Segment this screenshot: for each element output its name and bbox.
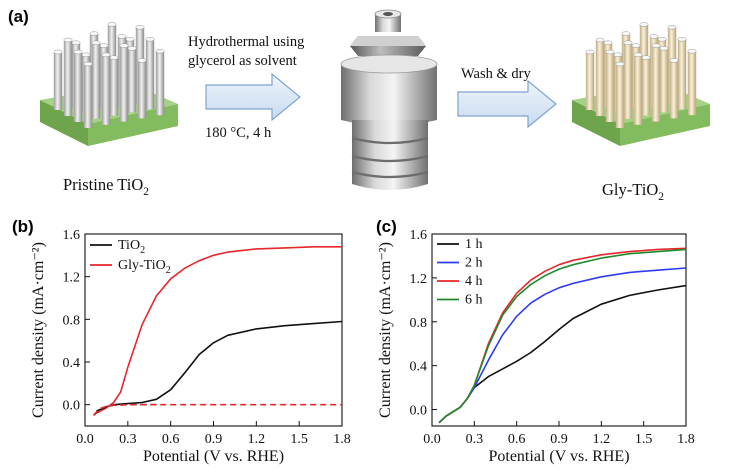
synthesis-schematic: (a) Hydrothermal using glycerol as solve… — [8, 7, 710, 203]
gly-tio2-nanorod-array — [572, 22, 710, 146]
x-tick-label: 1.5 — [290, 432, 308, 447]
x-tick-label: 0.6 — [508, 432, 526, 447]
nanorod — [63, 37, 73, 116]
nanorod — [633, 52, 643, 125]
series-line — [96, 246, 342, 414]
nanorod — [677, 36, 687, 110]
nanorod — [605, 49, 615, 122]
legend-entry: 4 h — [465, 274, 483, 289]
nanorod — [155, 48, 165, 116]
panel-c-label: (c) — [376, 217, 397, 236]
nanorod — [83, 61, 93, 128]
x-tick-label: 0.9 — [550, 432, 568, 447]
nanorod — [669, 58, 679, 119]
process-arrow-1 — [205, 72, 301, 122]
y-axis-label: Current density (mA·cm⁻²) — [30, 242, 47, 418]
series-line — [438, 248, 687, 424]
nanorod — [623, 40, 633, 119]
y-tick-label: 0.4 — [63, 356, 81, 371]
step1-line2: glycerol as solvent — [188, 53, 297, 69]
x-tick-label: 0.3 — [466, 432, 484, 447]
nanorod — [53, 49, 63, 110]
x-tick-label: 0.0 — [76, 432, 94, 447]
y-tick-label: 0.8 — [410, 316, 428, 331]
nanorod — [73, 49, 83, 122]
x-tick-label: 0.6 — [162, 432, 180, 447]
y-tick-label: 0.4 — [410, 360, 428, 375]
y-tick-label: 0.0 — [410, 404, 428, 419]
nanorod — [91, 40, 101, 119]
nanorod — [101, 52, 111, 125]
panel-a-label: (a) — [8, 7, 29, 26]
legend-entry: TiO2 — [118, 238, 145, 256]
nanorod — [109, 55, 119, 116]
x-tick-label: 0.3 — [119, 432, 137, 447]
series-line — [96, 320, 343, 412]
y-tick-label: 1.6 — [410, 228, 428, 243]
chart-c: 0.0 0.3 0.6 0.9 1.2 1.5 1.8 0.0 0.4 0.8 1.2 1.6 Pote… — [377, 228, 695, 465]
legend-entry: 1 h — [465, 237, 483, 252]
x-tick-label: 0.0 — [423, 432, 441, 447]
y-tick-label: 1.6 — [63, 228, 81, 243]
nanorod — [119, 43, 129, 122]
nanorod — [145, 36, 155, 110]
y-tick-label: 0.0 — [63, 399, 81, 414]
legend-entry: 2 h — [465, 256, 483, 271]
step1-condition: 180 °C, 4 h — [205, 125, 272, 141]
caption-gly-tio2: Gly-TiO2 — [602, 180, 664, 203]
y-tick-label: 0.8 — [63, 313, 81, 328]
caption-pristine-tio2: Pristine TiO2 — [63, 175, 149, 198]
nanorod — [651, 43, 661, 122]
x-tick-label: 1.2 — [593, 432, 611, 447]
x-axis-label: Potential (V vs. RHE) — [143, 448, 284, 465]
series-line — [93, 403, 342, 416]
y-axis-label: Current density (mA·cm⁻²) — [377, 242, 394, 418]
legend-entry: Gly-TiO2 — [118, 258, 171, 276]
x-tick-label: 1.2 — [248, 432, 266, 447]
step2-label: Wash & dry — [461, 66, 531, 82]
y-tick-label: 1.2 — [63, 271, 81, 286]
chart-b: 0.0 0.3 0.6 0.9 1.2 1.5 1.8 0.0 0.4 0.8 1.2 1.6 Pote… — [30, 228, 351, 465]
y-tick-label: 1.2 — [410, 272, 428, 287]
x-tick-label: 1.8 — [333, 432, 351, 447]
panel-b-label: (b) — [12, 217, 34, 236]
nanorod — [615, 61, 625, 128]
nanorod — [137, 58, 147, 119]
legend-entry: 6 h — [465, 293, 483, 308]
x-tick-label: 1.8 — [677, 432, 695, 447]
nanorod — [585, 49, 595, 110]
x-tick-label: 1.5 — [635, 432, 653, 447]
x-tick-label: 0.9 — [205, 432, 223, 447]
step1-line1: Hydrothermal using — [188, 34, 304, 50]
nanorod — [595, 37, 605, 116]
autoclave-reactor-icon — [340, 9, 438, 190]
pristine-tio2-nanorod-array — [40, 22, 178, 146]
process-arrow-2 — [457, 79, 557, 129]
x-axis-label: Potential (V vs. RHE) — [488, 448, 629, 465]
nanorod — [687, 48, 697, 116]
